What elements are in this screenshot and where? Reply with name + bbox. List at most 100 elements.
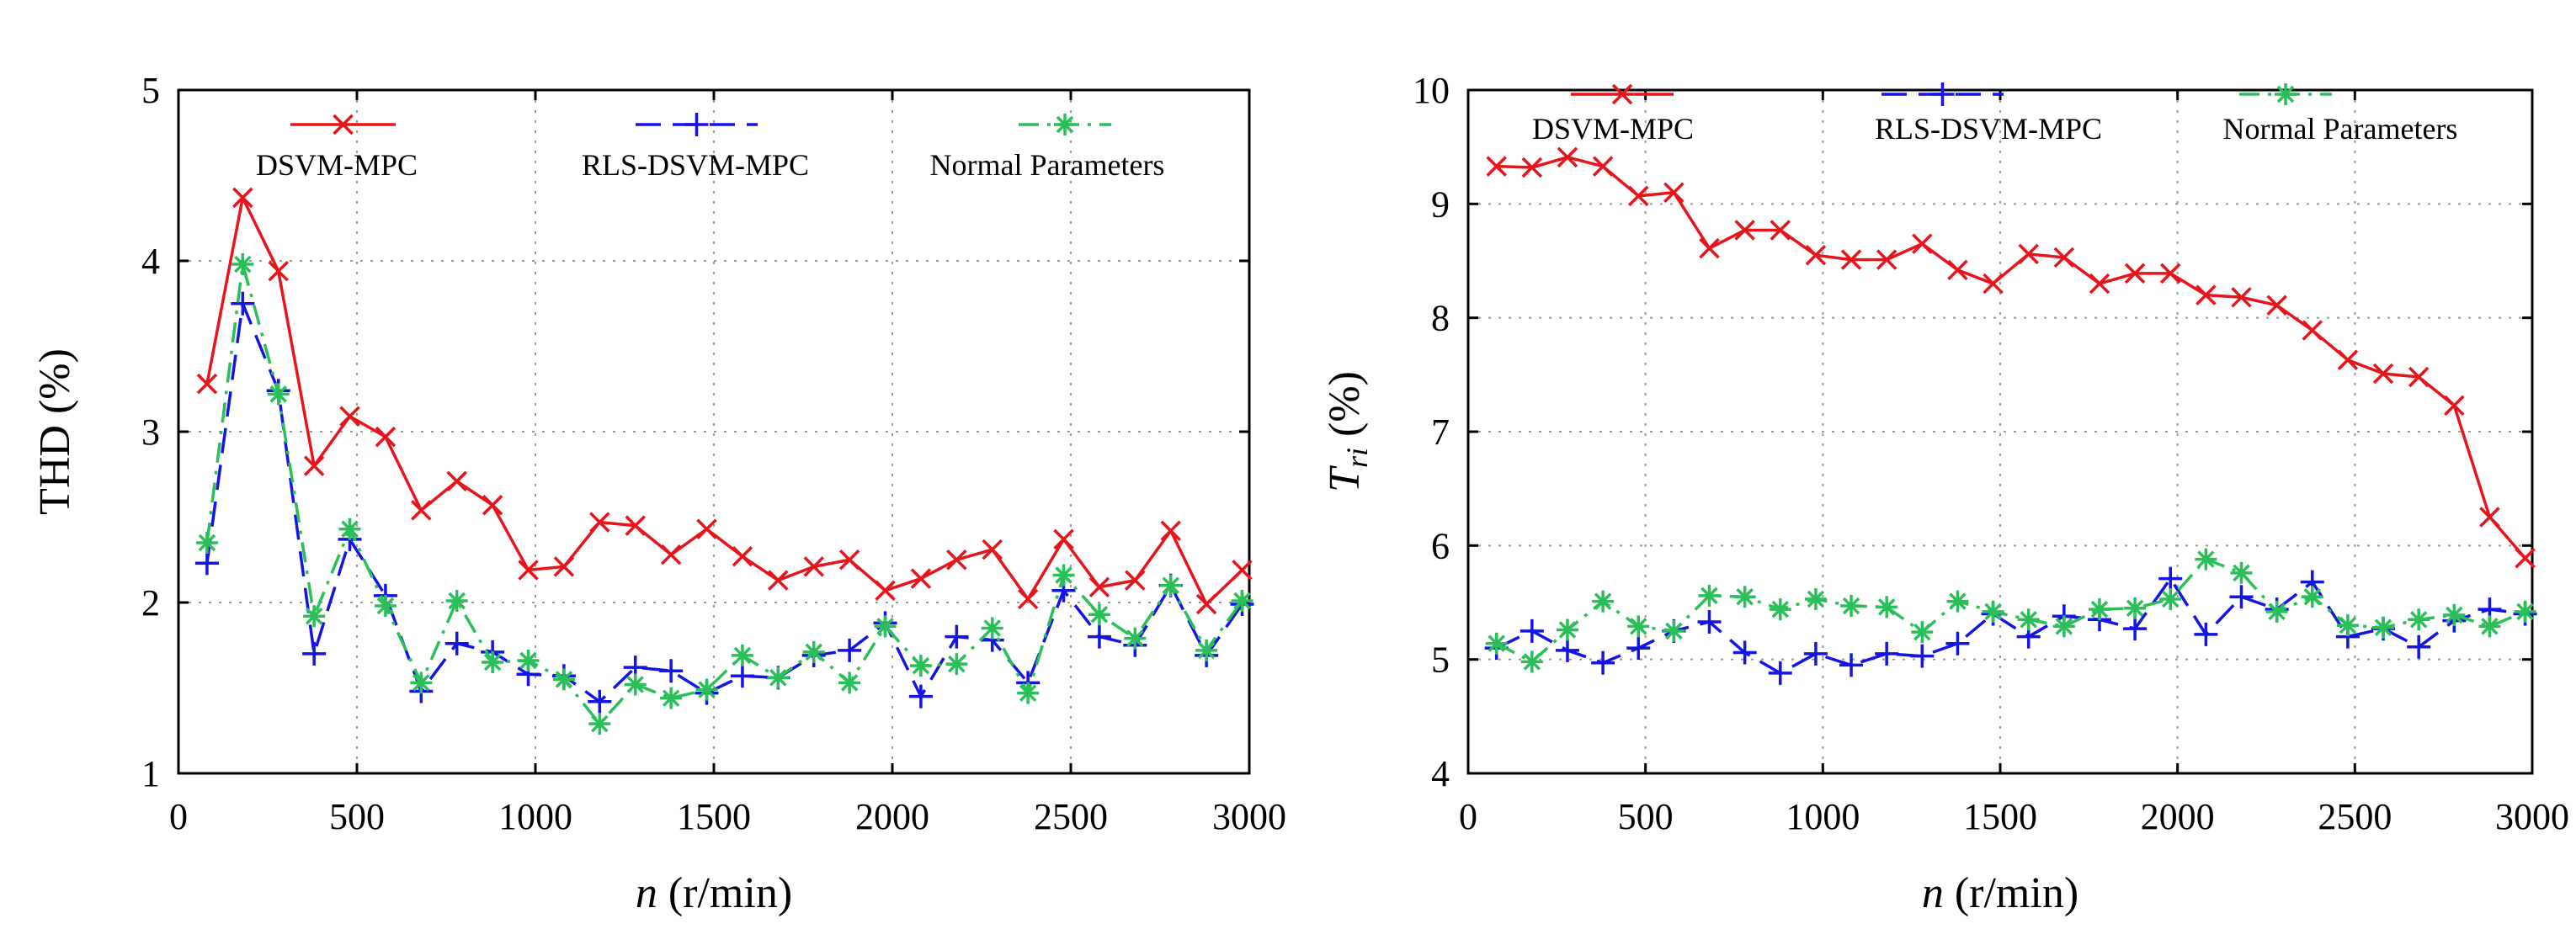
thd-point-normal-parameters: [338, 518, 361, 540]
thd-point-dsvm-mpc: [339, 406, 360, 427]
thd-x-tick-label: 0: [169, 796, 188, 837]
thd-legend: DSVM-MPC RLS-DSVM-MPC Normal Parameters: [256, 113, 1164, 182]
thd-point-dsvm-mpc: [196, 373, 218, 395]
thd-series: [194, 187, 1254, 735]
tri-point-normal-parameters: [2372, 616, 2395, 639]
thd-chart: 0 500 1000 1500 2000 2500 3000 1 2 3 4 5 DSVM-MPC RL…: [31, 70, 1286, 917]
thd-point-rls-dsvm-mpc: [659, 659, 684, 683]
tri-x-axis-unit: (r/min): [1944, 869, 2078, 917]
thd-y-axis-label: THD (%): [31, 348, 79, 515]
thd-point-normal-parameters: [802, 640, 825, 663]
thd-point-dsvm-mpc: [553, 556, 575, 577]
tri-point-normal-parameters: [1982, 600, 2004, 623]
tri-x-axis-label: n (r/min): [1922, 869, 2078, 917]
thd-point-normal-parameters: [1195, 639, 1218, 661]
tri-legend-item-normal-parameters: Normal Parameters: [2223, 83, 2457, 146]
thd-legend-marker-dsvm-mpc: [333, 114, 354, 135]
tri-point-dsvm-mpc: [2160, 263, 2181, 284]
tri-point-dsvm-mpc: [1805, 244, 1827, 266]
tri-point-dsvm-mpc: [2444, 395, 2465, 417]
tri-y-tick-label: 7: [1431, 411, 1450, 453]
thd-point-normal-parameters: [1159, 574, 1182, 597]
thd-legend-item-rls-dsvm-mpc: RLS-DSVM-MPC: [582, 113, 809, 182]
tri-point-rls-dsvm-mpc: [2123, 617, 2148, 641]
tri-point-rls-dsvm-mpc: [1945, 631, 1970, 656]
thd-x-axis-var: n: [636, 869, 657, 917]
tri-point-normal-parameters: [1769, 598, 1791, 621]
thd-y-tick-label: 4: [141, 241, 160, 282]
tri-legend-marker-rls-dsvm-mpc: [1930, 82, 1955, 106]
tri-point-rls-dsvm-mpc: [2194, 622, 2218, 646]
tri-point-dsvm-mpc: [2302, 320, 2323, 341]
tri-point-normal-parameters: [2159, 587, 2182, 610]
tri-point-rls-dsvm-mpc: [1839, 653, 1864, 677]
thd-point-normal-parameters: [767, 666, 790, 689]
tri-point-rls-dsvm-mpc: [1626, 636, 1651, 661]
tri-x-tick-label: 500: [1618, 796, 1674, 837]
thd-legend-item-normal-parameters: Normal Parameters: [930, 114, 1165, 182]
tri-point-rls-dsvm-mpc: [1803, 641, 1828, 666]
tri-point-normal-parameters: [2443, 603, 2466, 626]
thd-point-dsvm-mpc: [411, 500, 432, 521]
tri-point-dsvm-mpc: [2124, 263, 2146, 284]
tri-line-normal-parameters: [1495, 557, 2526, 664]
tri-y-axis-unit: (%): [1321, 371, 1369, 448]
tri-point-normal-parameters: [1520, 650, 1543, 673]
thd-legend-marker-rls-dsvm-mpc: [684, 113, 709, 136]
thd-legend-item-dsvm-mpc: DSVM-MPC: [256, 114, 418, 182]
tri-point-normal-parameters: [1485, 632, 1508, 655]
thd-point-rls-dsvm-mpc: [588, 689, 612, 714]
thd-point-rls-dsvm-mpc: [945, 624, 969, 649]
thd-point-normal-parameters: [195, 531, 218, 554]
thd-point-normal-parameters: [374, 595, 397, 618]
thd-point-dsvm-mpc: [1017, 588, 1039, 610]
thd-point-dsvm-mpc: [1088, 576, 1110, 597]
tri-point-dsvm-mpc: [1912, 233, 1933, 254]
tri-point-dsvm-mpc: [2515, 547, 2536, 569]
thd-point-normal-parameters: [1088, 603, 1110, 626]
thd-point-normal-parameters: [945, 653, 968, 676]
tri-point-dsvm-mpc: [1628, 185, 1649, 207]
thd-point-rls-dsvm-mpc: [730, 664, 754, 688]
thd-point-rls-dsvm-mpc: [194, 551, 219, 576]
tri-point-rls-dsvm-mpc: [1910, 644, 1935, 668]
tri-point-dsvm-mpc: [2337, 349, 2359, 370]
tri-y-tick-label: 4: [1431, 753, 1450, 794]
thd-point-dsvm-mpc: [982, 539, 1003, 560]
thd-point-normal-parameters: [731, 644, 753, 666]
thd-point-normal-parameters: [695, 678, 718, 701]
thd-point-rls-dsvm-mpc: [1087, 624, 1111, 649]
thd-point-normal-parameters: [232, 253, 254, 276]
thd-point-dsvm-mpc: [946, 549, 967, 571]
tri-point-dsvm-mpc: [2408, 366, 2430, 388]
tri-series-dsvm-mpc: [1486, 146, 2536, 569]
thd-series-normal-parameters: [195, 253, 1253, 735]
tri-legend-item-rls-dsvm-mpc: RLS-DSVM-MPC: [1875, 82, 2102, 146]
tri-y-axis-label: Tri (%): [1321, 371, 1374, 492]
tri-point-rls-dsvm-mpc: [1591, 650, 1615, 675]
thd-point-rls-dsvm-mpc: [444, 631, 469, 656]
tri-point-dsvm-mpc: [1734, 220, 1755, 241]
thd-legend-label-rls-dsvm-mpc: RLS-DSVM-MPC: [582, 148, 809, 182]
thd-point-normal-parameters: [909, 655, 932, 677]
thd-point-dsvm-mpc: [803, 556, 824, 577]
thd-point-normal-parameters: [1052, 564, 1075, 587]
tri-point-dsvm-mpc: [1947, 259, 1968, 281]
thd-y-tick-label: 1: [141, 753, 160, 794]
thd-series-rls-dsvm-mpc: [194, 291, 1254, 714]
thd-point-dsvm-mpc: [482, 495, 503, 516]
tri-point-normal-parameters: [2408, 608, 2430, 631]
thd-legend-label-dsvm-mpc: DSVM-MPC: [256, 148, 418, 182]
tri-point-normal-parameters: [1733, 586, 1756, 608]
tri-point-normal-parameters: [2124, 597, 2147, 619]
thd-point-normal-parameters: [660, 687, 683, 709]
thd-series-dsvm-mpc: [196, 187, 1253, 615]
tri-point-rls-dsvm-mpc: [1555, 638, 1579, 662]
tri-point-normal-parameters: [1840, 595, 1863, 618]
tri-y-tick-label: 10: [1413, 70, 1450, 111]
thd-legend-label-normal-parameters: Normal Parameters: [930, 148, 1165, 182]
tri-point-normal-parameters: [2514, 600, 2536, 623]
thd-point-dsvm-mpc: [625, 515, 646, 536]
thd-point-normal-parameters: [517, 650, 540, 672]
tri-point-rls-dsvm-mpc: [1697, 610, 1722, 634]
